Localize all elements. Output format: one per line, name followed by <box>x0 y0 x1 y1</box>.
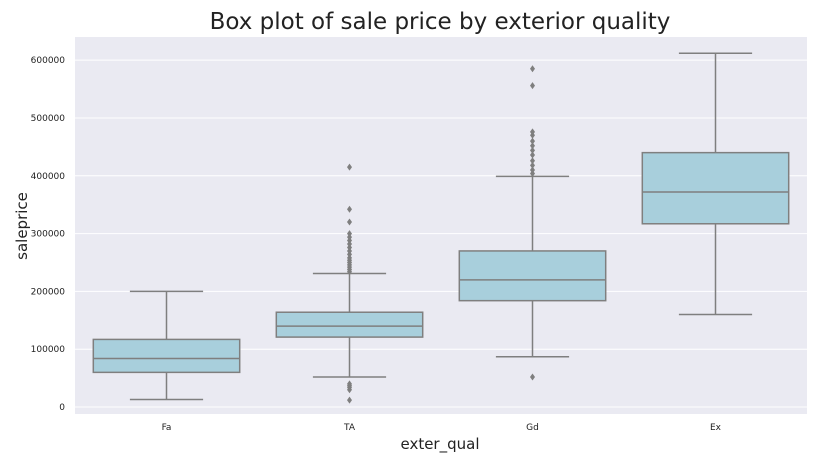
outlier-point <box>530 142 535 150</box>
outlier-point <box>530 157 535 165</box>
box-Fa <box>92 290 241 401</box>
x-axis-label: exter_qual <box>400 435 479 454</box>
box-iqr <box>92 338 241 374</box>
outlier-point <box>530 146 535 154</box>
x-tick-label: TA <box>343 423 356 433</box>
outlier-point <box>347 163 352 171</box>
y-tick-label: 100000 <box>31 345 66 355</box>
outlier-point <box>347 218 352 226</box>
box-Gd <box>458 65 607 381</box>
outlier-point <box>530 137 535 145</box>
outlier-point <box>347 230 352 238</box>
x-tick-label: Fa <box>162 423 172 433</box>
box-Ex <box>641 52 790 316</box>
x-tick-label: Ex <box>710 423 722 433</box>
box-iqr <box>275 311 424 338</box>
outlier-point <box>530 128 535 136</box>
box-iqr <box>458 250 607 302</box>
x-tick-label: Gd <box>526 423 539 433</box>
y-tick-label: 200000 <box>31 287 66 297</box>
boxes <box>92 52 790 404</box>
outlier-point <box>530 65 535 73</box>
outlier-point <box>347 396 352 404</box>
x-axis-ticks: Fa TA Gd Ex <box>162 423 722 433</box>
box-iqr <box>641 151 790 225</box>
outlier-point <box>530 373 535 381</box>
y-axis-label: saleprice <box>13 192 31 260</box>
outlier-point <box>347 205 352 213</box>
outlier-point <box>530 166 535 174</box>
chart-title: Box plot of sale price by exterior quali… <box>210 9 671 35</box>
outlier-point <box>530 82 535 90</box>
y-tick-label: 500000 <box>31 114 66 124</box>
y-tick-label: 300000 <box>31 230 66 240</box>
outlier-point <box>530 161 535 169</box>
outlier-point <box>530 151 535 159</box>
y-tick-label: 0 <box>59 403 65 413</box>
y-axis-ticks: 0 100000 200000 300000 400000 500000 600000 <box>31 56 66 413</box>
box-TA <box>275 163 424 404</box>
y-tick-label: 600000 <box>31 56 66 66</box>
outlier-point <box>347 380 352 388</box>
y-tick-label: 400000 <box>31 172 66 182</box>
